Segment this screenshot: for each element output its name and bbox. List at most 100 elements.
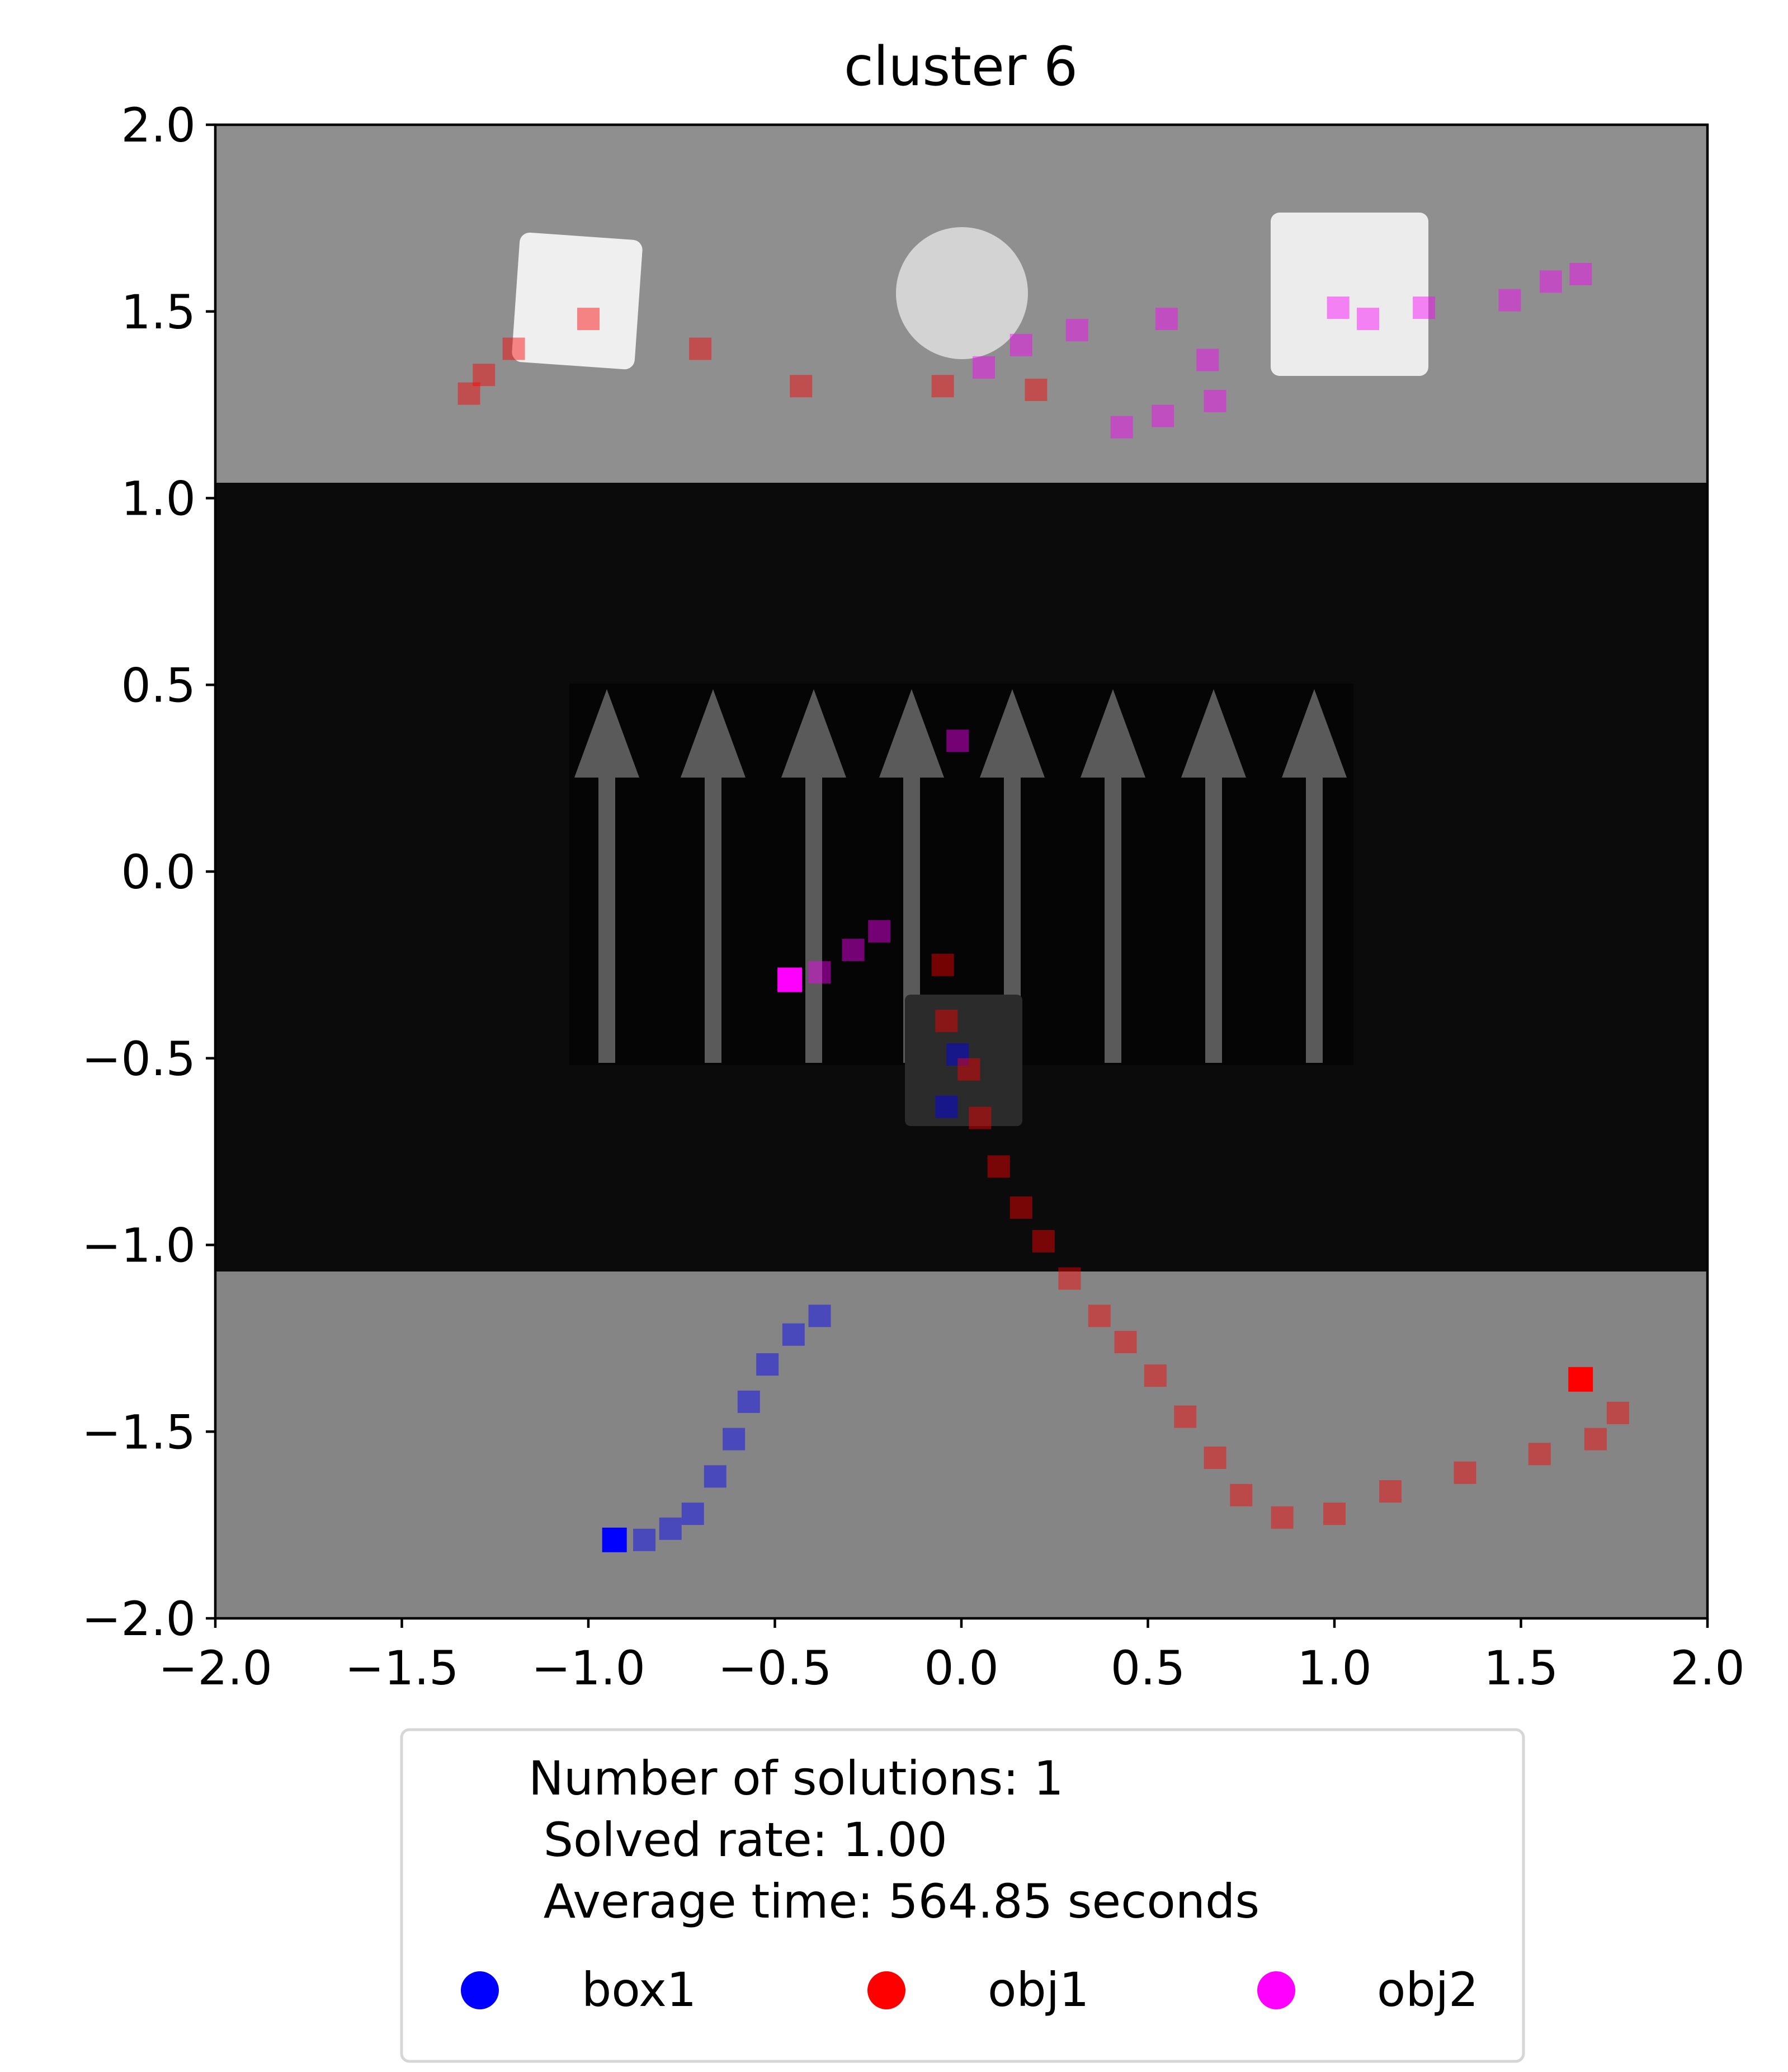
point-obj1 bbox=[1568, 1367, 1593, 1392]
point-obj2 bbox=[1569, 263, 1592, 285]
conveyor-arrow-shaft bbox=[1205, 775, 1222, 1063]
legend-marker-box1 bbox=[461, 1971, 499, 2009]
legend-marker-obj2 bbox=[1257, 1971, 1295, 2009]
point-obj1 bbox=[931, 375, 954, 398]
left-cube bbox=[512, 232, 643, 370]
trajectory-layer bbox=[457, 263, 1629, 1552]
point-box1 bbox=[602, 1527, 627, 1552]
legend-label-obj1: obj1 bbox=[988, 1962, 1089, 2017]
point-box1 bbox=[723, 1428, 746, 1451]
y-tick-label: 0.0 bbox=[121, 845, 196, 900]
point-obj2 bbox=[1065, 319, 1088, 342]
conveyor-arrow-head bbox=[1282, 689, 1347, 778]
x-tick-label: 0.0 bbox=[924, 1641, 999, 1696]
point-obj1 bbox=[1379, 1480, 1402, 1503]
point-obj1 bbox=[1144, 1364, 1167, 1387]
point-obj1 bbox=[957, 1058, 980, 1081]
conveyor-arrow-head bbox=[681, 689, 746, 778]
point-obj1 bbox=[987, 1155, 1010, 1178]
point-obj1 bbox=[1174, 1405, 1197, 1428]
point-obj2 bbox=[1498, 289, 1521, 312]
point-obj2 bbox=[946, 729, 969, 752]
point-obj1 bbox=[1230, 1484, 1253, 1506]
x-tick-label: 2.0 bbox=[1670, 1641, 1745, 1696]
point-obj1 bbox=[1114, 1331, 1137, 1354]
point-obj1 bbox=[689, 337, 712, 360]
point-obj2 bbox=[1152, 404, 1174, 427]
point-obj2 bbox=[777, 967, 803, 992]
x-tick-label: −0.5 bbox=[718, 1641, 832, 1696]
y-tick-label: 2.0 bbox=[121, 98, 196, 153]
x-tick-label: 1.0 bbox=[1297, 1641, 1372, 1696]
legend-line-solutions: Number of solutions: 1 bbox=[529, 1751, 1064, 1806]
point-obj1 bbox=[1584, 1428, 1607, 1451]
point-obj2 bbox=[1196, 349, 1219, 371]
y-tick-label: 0.5 bbox=[121, 658, 196, 713]
point-box1 bbox=[704, 1465, 726, 1488]
point-box1 bbox=[659, 1517, 682, 1540]
point-obj1 bbox=[457, 382, 480, 405]
x-tick-label: −1.0 bbox=[531, 1641, 645, 1696]
point-obj1 bbox=[1204, 1446, 1226, 1469]
point-obj1 bbox=[790, 375, 813, 398]
chart-title: cluster 6 bbox=[844, 35, 1078, 98]
y-axis: −2.0 −1.5 −1.0 −0.5 0.0 0.5 1.0 1.5 2.0 bbox=[82, 98, 215, 1646]
point-box1 bbox=[782, 1323, 805, 1346]
legend-marker-obj1 bbox=[867, 1971, 905, 2009]
point-box1 bbox=[681, 1503, 704, 1525]
point-obj2 bbox=[1327, 296, 1350, 319]
point-box1 bbox=[946, 1043, 969, 1066]
conveyor-arrow-head bbox=[781, 689, 846, 778]
y-tick-label: −2.0 bbox=[82, 1591, 196, 1646]
point-obj1 bbox=[1058, 1267, 1081, 1290]
legend-line-solved-rate: Solved rate: 1.00 bbox=[529, 1812, 947, 1867]
point-box1 bbox=[756, 1353, 779, 1376]
point-obj1 bbox=[1088, 1305, 1111, 1327]
conveyor-arrow-shaft bbox=[1105, 775, 1121, 1063]
box-block bbox=[905, 995, 1022, 1126]
conveyor-arrow-shaft bbox=[805, 775, 822, 1063]
lower-table bbox=[215, 1272, 1707, 1618]
point-obj2 bbox=[808, 961, 831, 984]
x-tick-label: −2.0 bbox=[158, 1641, 272, 1696]
legend: Number of solutions: 1 Solved rate: 1.00… bbox=[400, 1728, 1525, 2063]
conveyor-arrow-head bbox=[1181, 689, 1246, 778]
conveyor-arrow-shaft bbox=[598, 775, 615, 1063]
point-obj1 bbox=[1271, 1506, 1294, 1529]
point-obj1 bbox=[1032, 1230, 1055, 1252]
point-obj2 bbox=[1009, 333, 1032, 356]
right-cube bbox=[1271, 213, 1428, 376]
point-obj1 bbox=[502, 337, 525, 360]
legend-label-obj2: obj2 bbox=[1377, 1962, 1479, 2017]
y-tick-label: 1.0 bbox=[121, 472, 196, 526]
point-obj1 bbox=[1454, 1461, 1476, 1484]
x-tick-label: 1.5 bbox=[1484, 1641, 1559, 1696]
point-box1 bbox=[935, 1095, 958, 1118]
point-obj1 bbox=[577, 308, 600, 331]
point-box1 bbox=[737, 1390, 760, 1413]
y-tick-label: −1.0 bbox=[82, 1218, 196, 1273]
scene-image bbox=[215, 125, 1707, 1618]
x-tick-label: −1.5 bbox=[345, 1641, 459, 1696]
legend-line-average-time: Average time: 564.85 seconds bbox=[529, 1874, 1259, 1929]
point-obj1 bbox=[1025, 378, 1048, 401]
legend-box bbox=[400, 1728, 1525, 2063]
y-tick-label: 1.5 bbox=[121, 285, 196, 340]
x-axis: −2.0 −1.5 −1.0 −0.5 0.0 0.5 1.0 1.5 2.0 bbox=[158, 1618, 1745, 1696]
plot-area bbox=[214, 123, 1709, 1620]
point-obj2 bbox=[1539, 270, 1562, 293]
conveyor-arrow-head bbox=[980, 689, 1045, 778]
point-obj2 bbox=[973, 356, 996, 379]
point-obj2 bbox=[868, 920, 891, 943]
point-obj2 bbox=[1204, 389, 1226, 412]
point-obj1 bbox=[931, 953, 954, 976]
legend-label-box1: box1 bbox=[582, 1962, 696, 2017]
point-box1 bbox=[633, 1528, 656, 1551]
point-obj1 bbox=[473, 364, 496, 387]
point-obj1 bbox=[1528, 1443, 1551, 1466]
point-obj2 bbox=[1155, 308, 1178, 331]
conveyor-arrow-head bbox=[879, 689, 944, 778]
point-obj1 bbox=[969, 1106, 992, 1129]
point-obj2 bbox=[1110, 416, 1133, 439]
